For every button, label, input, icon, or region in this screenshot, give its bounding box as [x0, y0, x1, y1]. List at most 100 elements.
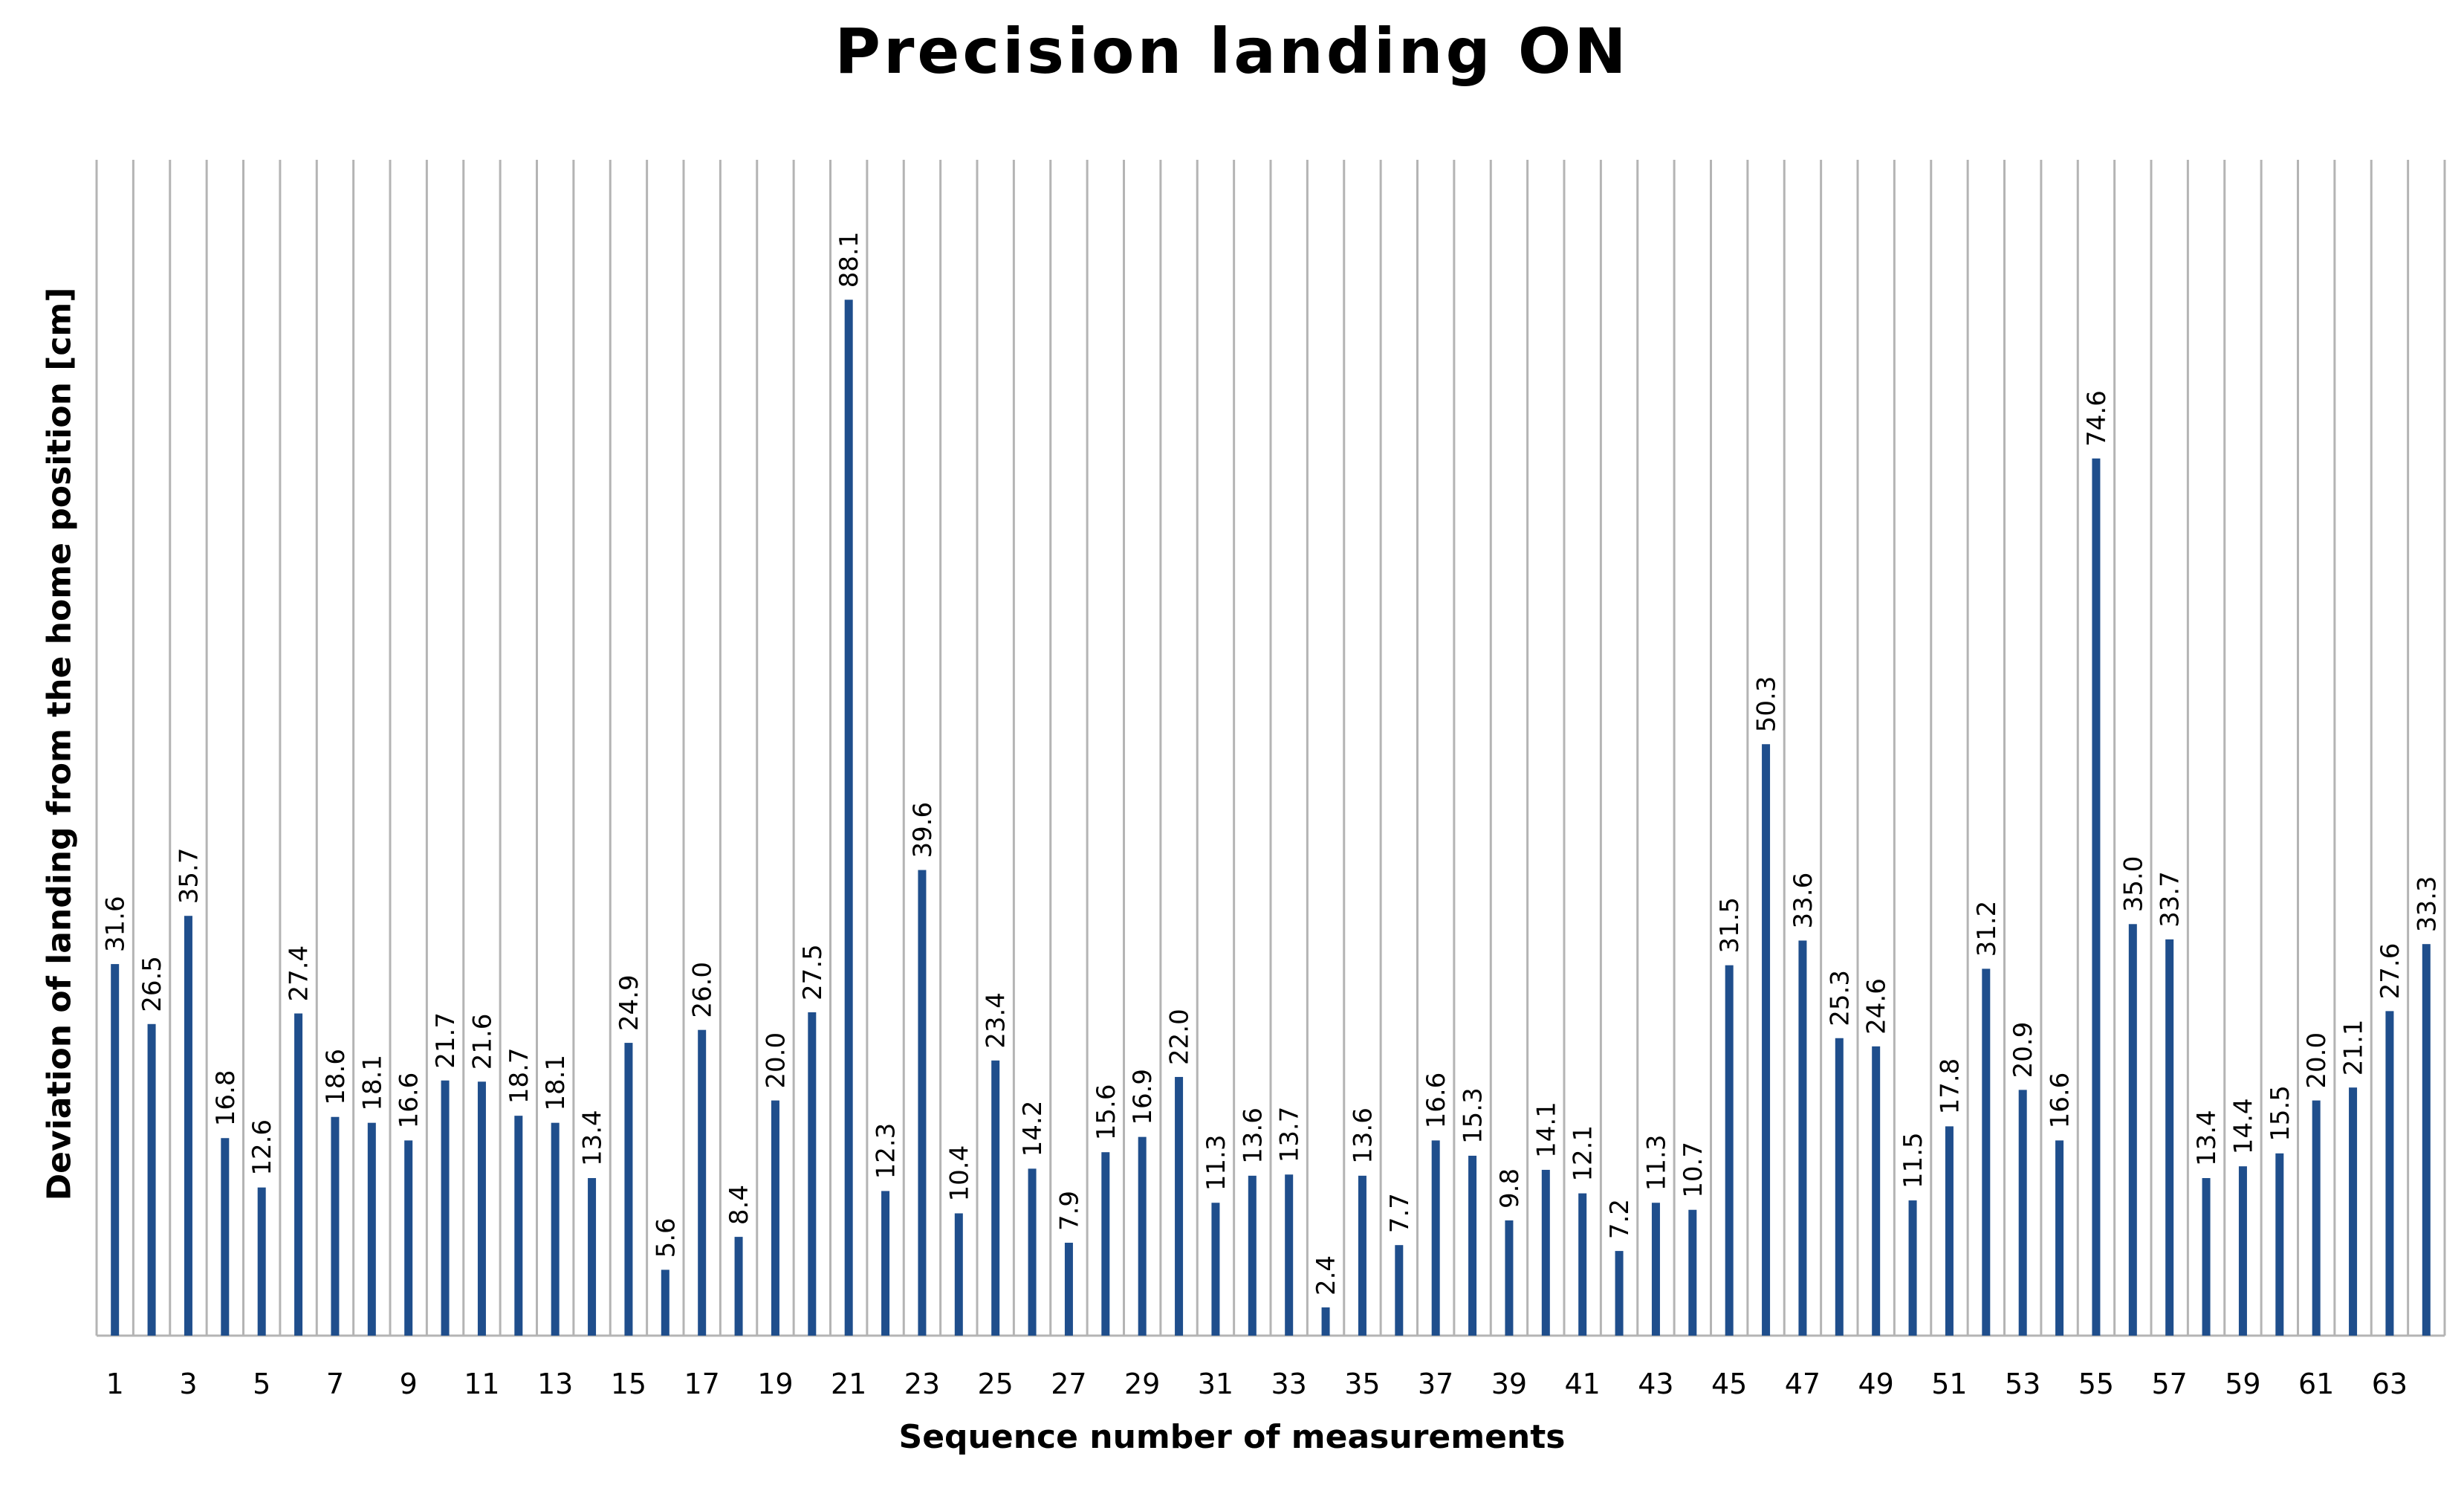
bar-3: [184, 916, 192, 1336]
data-label-39: 9.8: [1495, 1168, 1525, 1209]
bar-24: [954, 1213, 963, 1336]
bar-47: [1798, 940, 1807, 1336]
x-tick-label: 27: [1051, 1368, 1086, 1400]
x-tick-label: 41: [1565, 1368, 1601, 1400]
data-label-2: 26.5: [137, 956, 167, 1012]
bar-62: [2349, 1087, 2358, 1336]
x-tick-label: 59: [2225, 1368, 2260, 1400]
x-tick-label: 5: [253, 1368, 270, 1400]
bar-4: [221, 1138, 230, 1336]
data-label-14: 13.4: [578, 1110, 608, 1166]
x-tick-label: 31: [1198, 1368, 1233, 1400]
data-label-5: 12.6: [247, 1119, 277, 1176]
x-tick-label: 3: [179, 1368, 197, 1400]
bar-32: [1248, 1175, 1257, 1336]
x-tick-label: 25: [978, 1368, 1014, 1400]
data-label-49: 24.6: [1862, 978, 1892, 1035]
x-tick-label: 33: [1271, 1368, 1307, 1400]
data-label-60: 15.5: [2266, 1085, 2295, 1142]
data-label-41: 12.1: [1569, 1125, 1598, 1182]
data-label-62: 21.1: [2339, 1019, 2369, 1075]
bar-46: [1762, 744, 1771, 1336]
bar-27: [1064, 1243, 1073, 1336]
data-label-43: 11.3: [1641, 1135, 1671, 1191]
bar-56: [2128, 924, 2137, 1336]
data-label-10: 21.7: [431, 1012, 461, 1069]
data-label-52: 31.2: [1972, 901, 2002, 957]
x-tick-label: 7: [326, 1368, 344, 1400]
x-tick-label: 39: [1491, 1368, 1527, 1400]
bar-7: [331, 1116, 340, 1336]
x-tick-label: 29: [1124, 1368, 1160, 1400]
bar-44: [1688, 1209, 1697, 1336]
x-tick-label: 21: [831, 1368, 866, 1400]
bar-31: [1211, 1203, 1220, 1336]
bar-20: [808, 1012, 817, 1336]
bar-2: [147, 1023, 156, 1336]
data-label-44: 10.7: [1679, 1142, 1708, 1198]
x-tick-label: 57: [2152, 1368, 2188, 1400]
x-tick-label: 47: [1785, 1368, 1821, 1400]
data-label-16: 5.6: [651, 1217, 681, 1258]
bar-40: [1541, 1169, 1550, 1336]
bar-37: [1431, 1140, 1440, 1336]
x-axis-label: Sequence number of measurements: [898, 1418, 1566, 1456]
data-label-55: 74.6: [2082, 390, 2112, 447]
data-label-64: 33.3: [2412, 876, 2442, 932]
bar-23: [918, 870, 927, 1336]
data-label-17: 26.0: [688, 962, 718, 1018]
data-label-48: 25.3: [1825, 970, 1855, 1026]
data-label-47: 33.6: [1789, 873, 1818, 929]
data-label-54: 16.6: [2046, 1073, 2075, 1129]
bar-63: [2385, 1011, 2394, 1336]
x-tick-label: 23: [904, 1368, 940, 1400]
data-label-51: 17.8: [1935, 1058, 1965, 1115]
x-tick-label: 53: [2005, 1368, 2040, 1400]
data-label-13: 18.1: [541, 1055, 571, 1111]
data-label-61: 20.0: [2302, 1032, 2332, 1089]
data-label-29: 16.9: [1128, 1069, 1158, 1125]
bar-28: [1101, 1152, 1110, 1336]
bar-5: [257, 1187, 266, 1336]
bar-50: [1908, 1200, 1917, 1336]
bar-6: [294, 1013, 303, 1336]
data-label-50: 11.5: [1899, 1132, 1928, 1188]
x-tick-label: 37: [1418, 1368, 1453, 1400]
data-label-37: 16.6: [1421, 1073, 1451, 1129]
x-tick-label: 49: [1858, 1368, 1894, 1400]
data-label-35: 13.6: [1348, 1107, 1378, 1164]
bar-21: [844, 300, 853, 1336]
data-label-36: 7.7: [1385, 1193, 1415, 1233]
bar-61: [2312, 1100, 2321, 1336]
data-label-12: 18.7: [505, 1047, 534, 1104]
x-tick-label: 15: [611, 1368, 646, 1400]
bar-54: [2055, 1140, 2064, 1336]
data-label-40: 14.1: [1531, 1102, 1561, 1158]
bar-16: [661, 1269, 670, 1336]
data-label-32: 13.6: [1238, 1107, 1268, 1164]
data-label-23: 39.6: [908, 802, 938, 858]
bar-30: [1175, 1076, 1184, 1336]
x-tick-label: 51: [1931, 1368, 1967, 1400]
data-label-42: 7.2: [1605, 1199, 1635, 1239]
data-label-46: 50.3: [1752, 676, 1782, 733]
bar-10: [441, 1080, 450, 1336]
data-label-24: 10.4: [944, 1145, 974, 1202]
bar-39: [1505, 1220, 1514, 1336]
grid-lines: [95, 160, 2446, 1337]
bar-48: [1835, 1038, 1844, 1336]
data-label-9: 16.6: [395, 1073, 424, 1129]
data-label-26: 14.2: [1018, 1101, 1048, 1157]
x-tick-label: 61: [2298, 1368, 2334, 1400]
bar-14: [588, 1178, 597, 1336]
x-tick-labels: 1 3 5 7 9 11 13 15 17 19 21 23 25 27 29 31 33 35 37 39 41 43 4…: [106, 1368, 2408, 1400]
bar-17: [698, 1029, 707, 1336]
x-tick-label: 35: [1344, 1368, 1380, 1400]
bar-8: [367, 1122, 376, 1336]
bar-19: [771, 1100, 779, 1336]
bar-60: [2275, 1153, 2284, 1336]
data-label-33: 13.7: [1275, 1107, 1305, 1163]
data-label-58: 13.4: [2192, 1110, 2222, 1166]
data-label-30: 22.0: [1165, 1009, 1195, 1065]
bar-49: [1872, 1046, 1881, 1336]
